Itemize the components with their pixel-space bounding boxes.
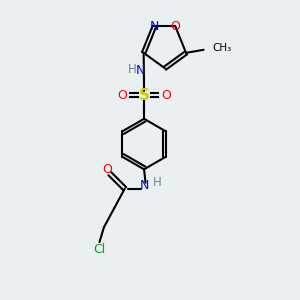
- Text: Cl: Cl: [93, 243, 106, 256]
- Text: O: O: [117, 88, 127, 101]
- Text: H: H: [152, 176, 161, 189]
- Text: O: O: [102, 163, 112, 176]
- Text: H: H: [128, 63, 136, 76]
- Text: N: N: [140, 179, 149, 192]
- Text: O: O: [170, 20, 180, 33]
- Text: O: O: [161, 88, 171, 101]
- Text: N: N: [150, 20, 159, 33]
- Text: CH₃: CH₃: [212, 43, 232, 53]
- Text: S: S: [139, 88, 150, 103]
- Text: N: N: [136, 64, 146, 77]
